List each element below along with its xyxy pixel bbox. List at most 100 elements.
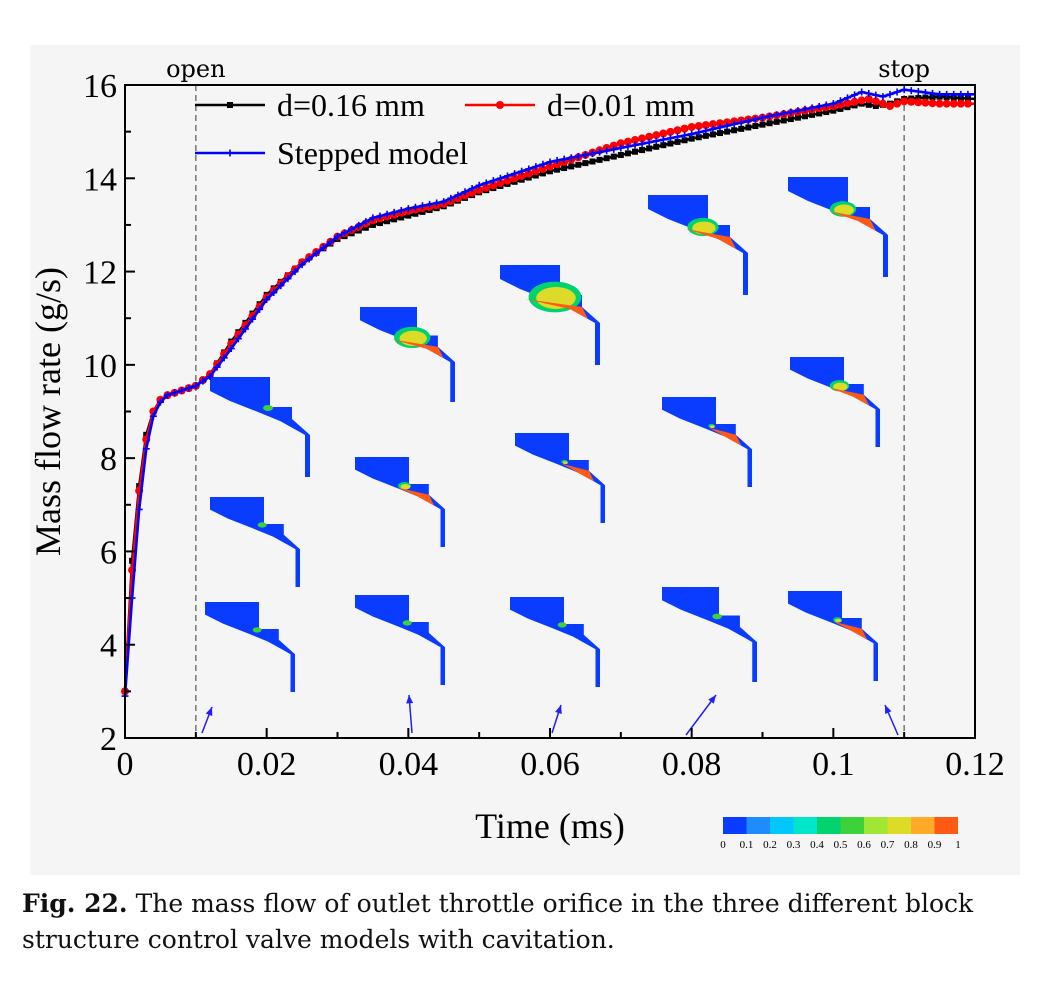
contour-inset — [788, 177, 888, 277]
series-marker-1 — [674, 138, 681, 145]
inset-body — [210, 497, 300, 587]
contour-inset — [790, 357, 880, 447]
colorbar-tick-label: 0.8 — [904, 839, 918, 851]
x-tick-label: 0.1 — [812, 746, 855, 783]
colorbar-tick-label: 0.6 — [857, 839, 871, 851]
series-marker-3 — [419, 202, 426, 210]
legend-marker-2 — [496, 101, 504, 109]
series-marker-3 — [298, 261, 306, 269]
series-marker-3 — [511, 170, 519, 178]
series-marker-3 — [319, 244, 327, 252]
series-marker-1 — [759, 121, 766, 128]
series-marker-3 — [546, 158, 554, 166]
series-marker-3 — [447, 194, 455, 202]
series-marker-3 — [766, 112, 774, 120]
series-marker-3 — [801, 105, 809, 113]
series-marker-2 — [503, 176, 512, 185]
legend-marker-3 — [226, 149, 234, 157]
series-marker-3 — [178, 387, 186, 395]
series-marker-2 — [517, 171, 526, 180]
inset-contour-red — [685, 229, 736, 249]
series-marker-3 — [674, 133, 681, 141]
series-marker-2 — [531, 167, 540, 176]
series-marker-3 — [914, 88, 922, 96]
series-marker-3 — [751, 115, 759, 123]
colorbar-tick-label: 0.3 — [787, 839, 801, 851]
series-marker-1 — [745, 124, 752, 131]
series-marker-3 — [376, 212, 384, 220]
series-marker-2 — [553, 160, 562, 169]
series-marker-3 — [532, 163, 540, 171]
series-marker-3 — [305, 255, 313, 263]
series-marker-2 — [496, 178, 505, 187]
series-marker-3 — [666, 134, 674, 142]
series-marker-3 — [716, 123, 724, 131]
series-marker-2 — [524, 169, 533, 178]
inset-contour-yellow — [562, 461, 568, 465]
series-marker-3 — [341, 229, 349, 237]
y-tick-label: 10 — [83, 348, 117, 385]
series-marker-3 — [348, 225, 356, 233]
series-marker-3 — [461, 188, 469, 196]
series-marker-3 — [780, 109, 788, 117]
series-marker-1 — [922, 94, 929, 101]
contour-insets — [205, 177, 888, 692]
inset-contour-red — [397, 487, 435, 506]
series-marker-1 — [787, 116, 794, 123]
inset-contour-red — [525, 299, 588, 319]
figure-panel: open stop 0 0.02 0.04 0.06 0.08 0.1 0.12 2 4 6 8 10 12… — [30, 45, 1020, 875]
series-marker-1 — [717, 130, 723, 137]
x-tick-label: 0 — [117, 746, 134, 783]
series-marker-3 — [518, 167, 526, 175]
inset-contour-red — [828, 211, 876, 231]
series-marker-1 — [957, 95, 964, 102]
series-marker-1 — [752, 123, 759, 130]
series-marker-3 — [596, 148, 604, 156]
series-marker-3 — [270, 289, 278, 297]
inset-contour-green — [557, 622, 567, 628]
series-marker-3 — [851, 91, 859, 99]
series-marker-1 — [589, 158, 596, 165]
series-marker-3 — [844, 94, 851, 102]
inset-contour-yellow — [835, 618, 842, 623]
series-marker-3 — [560, 155, 568, 163]
series-marker-3 — [581, 151, 589, 159]
caption-text: The mass flow of outlet throttle orifice… — [22, 889, 974, 954]
colorbar-cell — [840, 817, 864, 834]
series-marker-1 — [724, 128, 731, 135]
figure-caption: Fig. 22. The mass flow of outlet throttl… — [22, 886, 1022, 958]
series-marker-1 — [369, 221, 376, 228]
series-marker-2 — [864, 94, 873, 103]
colorbar-tick-label: 1 — [955, 839, 961, 851]
series-marker-2 — [928, 99, 937, 108]
series-marker-2 — [935, 99, 944, 108]
series-marker-3 — [426, 200, 434, 208]
y-tick-label: 8 — [100, 441, 117, 478]
series-marker-3 — [737, 119, 745, 127]
series-marker-3 — [263, 296, 271, 304]
series-marker-2 — [857, 96, 866, 105]
series-marker-1 — [617, 151, 624, 158]
inset-contour-yellow — [833, 382, 848, 391]
series-marker-1 — [915, 95, 922, 102]
series-marker-2 — [687, 122, 696, 131]
series-marker-1 — [624, 150, 631, 157]
series-marker-3 — [950, 90, 958, 98]
series-marker-1 — [872, 102, 879, 109]
inset-contour-red — [391, 339, 444, 359]
y-tick-label: 14 — [83, 161, 117, 198]
inset-contour-green — [257, 522, 267, 528]
inset-arrow-head — [406, 695, 414, 704]
y-tick-label: 6 — [100, 534, 117, 571]
series-marker-2 — [907, 97, 916, 106]
series-marker-1 — [830, 107, 837, 114]
series-marker-3 — [893, 88, 901, 96]
y-tick-label: 16 — [83, 68, 117, 105]
inset-body — [662, 587, 757, 682]
series-marker-3 — [234, 335, 242, 343]
legend-label-3: Stepped model — [277, 135, 468, 171]
colorbar-tick-label: 0.9 — [928, 839, 942, 851]
series-marker-3 — [312, 249, 320, 257]
series-marker-1 — [575, 161, 582, 168]
colorbar-cell — [864, 817, 888, 834]
